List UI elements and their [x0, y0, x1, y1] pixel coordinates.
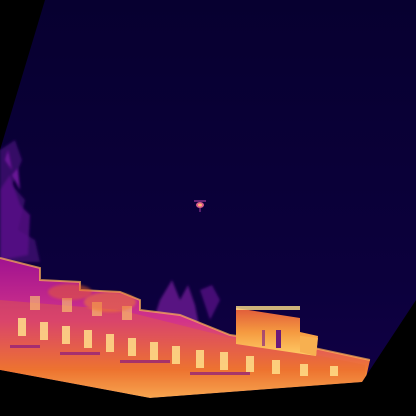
rooftop-structure: [236, 306, 318, 356]
apartment-building: [0, 257, 371, 398]
drone: [194, 200, 206, 212]
